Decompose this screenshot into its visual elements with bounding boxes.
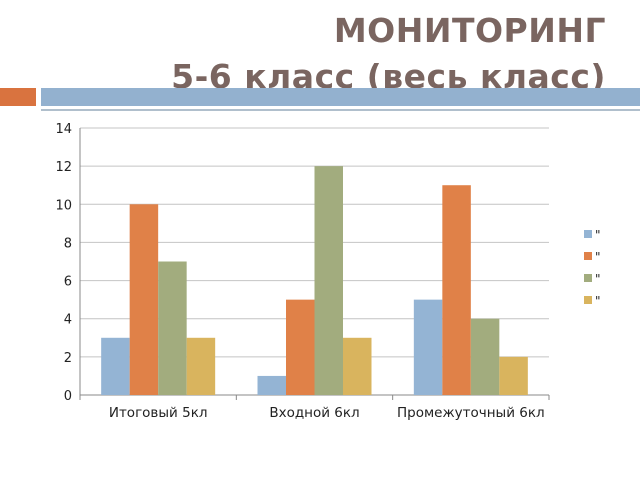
legend-swatch xyxy=(584,274,592,282)
y-tick-label: 8 xyxy=(64,236,72,251)
bar xyxy=(442,185,471,395)
y-tick-label: 6 xyxy=(64,275,72,290)
y-tick-label: 12 xyxy=(55,160,72,175)
accent-band-blue xyxy=(41,88,640,106)
y-tick-label: 14 xyxy=(55,122,72,137)
legend-label: " xyxy=(595,294,601,308)
accent-band-orange xyxy=(0,88,36,106)
bar xyxy=(129,204,159,395)
legend-swatch xyxy=(584,296,592,304)
bar xyxy=(186,337,216,395)
bar xyxy=(158,261,187,395)
bar xyxy=(470,318,500,395)
bar xyxy=(101,337,130,395)
x-tick-label: Входной 6кл xyxy=(269,405,359,421)
bar xyxy=(314,166,343,395)
x-tick-label: Промежуточный 6кл xyxy=(397,405,545,421)
title-line-1: МОНИТОРИНГ xyxy=(333,11,606,50)
bar xyxy=(343,337,372,395)
bar xyxy=(257,375,286,395)
y-tick-label: 2 xyxy=(64,351,72,366)
bar xyxy=(413,299,443,395)
legend-swatch xyxy=(584,252,592,260)
bar xyxy=(499,356,528,395)
y-tick-label: 0 xyxy=(64,389,72,404)
legend-swatch xyxy=(584,230,592,238)
legend-label: " xyxy=(595,228,601,242)
legend-label: " xyxy=(595,250,601,264)
bar xyxy=(286,299,315,395)
legend-label: " xyxy=(595,272,601,286)
accent-band-rule xyxy=(41,109,640,111)
x-tick-label: Итоговый 5кл xyxy=(109,405,208,421)
y-tick-label: 4 xyxy=(64,313,72,328)
y-tick-label: 10 xyxy=(55,198,72,213)
